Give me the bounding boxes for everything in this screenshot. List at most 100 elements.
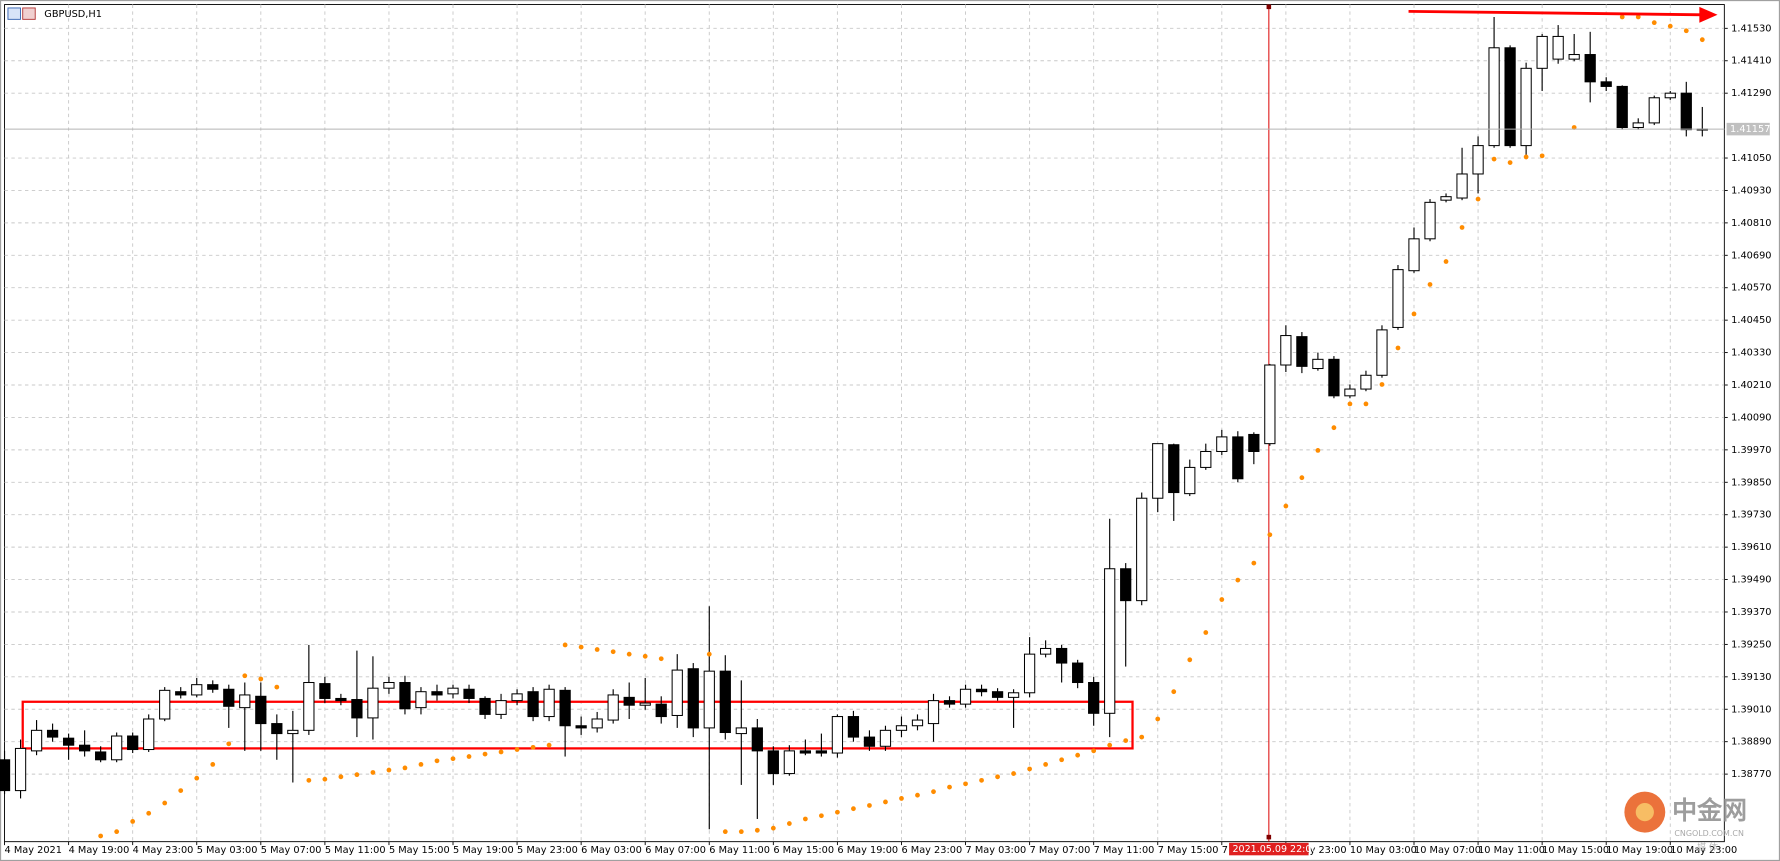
x-tick-label: 9 May 23:00 xyxy=(1286,845,1347,856)
candle-body xyxy=(1360,374,1372,390)
sar-dot xyxy=(883,799,888,805)
sar-dot xyxy=(322,776,328,782)
sar-dot xyxy=(1075,752,1081,758)
candle-body xyxy=(655,703,667,718)
candle-body xyxy=(431,691,443,696)
candle-body xyxy=(351,699,363,719)
candle-body xyxy=(191,684,203,696)
candle-body xyxy=(1440,196,1452,201)
sar-dot xyxy=(738,829,744,835)
y-tick-label: 1.40090 xyxy=(1731,412,1771,423)
candle-body xyxy=(719,670,731,734)
y-tick-label: 1.40690 xyxy=(1731,250,1771,261)
candle-body xyxy=(1664,92,1676,99)
sar-dot xyxy=(162,800,168,806)
sar-dot xyxy=(947,784,952,790)
x-tick-label: 10 May 23:00 xyxy=(1670,845,1737,856)
x-tick-label: 5 May 23:00 xyxy=(517,845,578,856)
candle-body xyxy=(1184,466,1196,495)
candle-body xyxy=(1552,35,1564,60)
watermark-site: CNGOLD.COM.CN xyxy=(1674,829,1744,838)
candle-body xyxy=(1056,647,1068,664)
sar-dot xyxy=(498,749,504,755)
sar-dot xyxy=(1635,14,1641,20)
candle-body xyxy=(1200,450,1212,468)
candle-body xyxy=(687,668,699,729)
sar-dot xyxy=(754,827,760,833)
x-tick-label: 6 May 19:00 xyxy=(837,845,898,856)
x-tick-label: 5 May 03:00 xyxy=(197,845,258,856)
x-tick-label: 6 May 15:00 xyxy=(773,845,834,856)
sar-dot xyxy=(98,833,104,839)
candle-body xyxy=(399,681,411,710)
candle-body xyxy=(911,719,924,727)
y-tick-label: 1.40330 xyxy=(1731,348,1771,359)
candle-body xyxy=(271,723,283,735)
sar-dot xyxy=(418,761,424,767)
sar-dot xyxy=(1491,156,1497,162)
candle-body xyxy=(79,744,91,752)
candle-body xyxy=(1216,436,1228,452)
y-tick-label: 1.40570 xyxy=(1731,283,1771,294)
sar-dot xyxy=(722,829,728,835)
candle-body xyxy=(14,747,27,792)
y-tick-label: 1.39970 xyxy=(1731,445,1771,456)
candle-body xyxy=(303,681,315,731)
plot xyxy=(0,14,1725,839)
candle-body xyxy=(463,688,475,699)
x-tick-label: 10 May 07:00 xyxy=(1414,845,1481,856)
sar-dot xyxy=(386,767,392,773)
sar-dot xyxy=(338,774,344,780)
sar-dot xyxy=(1267,532,1273,538)
grid xyxy=(4,4,1725,842)
sar-dot xyxy=(1171,689,1177,695)
sar-dot xyxy=(370,770,376,775)
sar-dot xyxy=(354,772,360,778)
x-tick-label: 10 May 03:00 xyxy=(1350,845,1417,856)
sar-dot xyxy=(1411,311,1417,317)
candle-body xyxy=(111,735,123,761)
candle-body xyxy=(1616,85,1628,129)
candle-body xyxy=(527,691,539,718)
candle-body xyxy=(639,702,651,706)
sar-dot xyxy=(1475,196,1481,202)
sar-dot xyxy=(146,810,152,816)
candle-body xyxy=(767,750,779,775)
y-tick-label: 1.39610 xyxy=(1731,542,1771,553)
candle-body xyxy=(1136,497,1148,602)
candle-body xyxy=(991,691,1004,698)
candle-body xyxy=(799,750,811,754)
sar-dot xyxy=(802,816,808,822)
candle-body xyxy=(559,689,571,727)
y-tick-label: 1.39370 xyxy=(1731,607,1771,618)
sar-dot xyxy=(963,781,968,787)
candle-body xyxy=(479,697,491,715)
sar-dot xyxy=(835,809,840,815)
candle-body xyxy=(1376,329,1388,376)
sar-dot xyxy=(242,673,248,679)
sar-dot xyxy=(1155,716,1161,722)
sar-dot xyxy=(1379,382,1385,387)
sar-dot xyxy=(114,829,120,835)
candle-body xyxy=(751,727,763,752)
range-box xyxy=(21,700,1134,750)
sar-dot xyxy=(1203,630,1209,635)
sar-dot xyxy=(258,676,264,682)
candle-body xyxy=(1680,92,1692,131)
sar-dot xyxy=(1235,577,1241,583)
candle-body xyxy=(895,725,908,731)
sar-dot xyxy=(1667,23,1673,29)
y-tick-label: 1.39850 xyxy=(1731,477,1771,488)
x-tick-label: 7 May 07:00 xyxy=(1030,845,1091,856)
overlay: 1.41157 2021.05.09 22:00 xyxy=(1229,122,1770,856)
sar-dot xyxy=(658,656,664,662)
x-tick-label: 7 May 11:00 xyxy=(1094,845,1155,856)
x-tick-label: 4 May 19:00 xyxy=(69,845,130,856)
candle-body xyxy=(847,716,860,738)
candle-body xyxy=(1296,336,1308,367)
candle-body xyxy=(319,683,331,699)
candle-body xyxy=(1264,364,1276,445)
watermark: 中金网 CNGOLD.COM.CN 媒 体 xyxy=(1624,791,1747,853)
window-icon xyxy=(22,7,36,20)
